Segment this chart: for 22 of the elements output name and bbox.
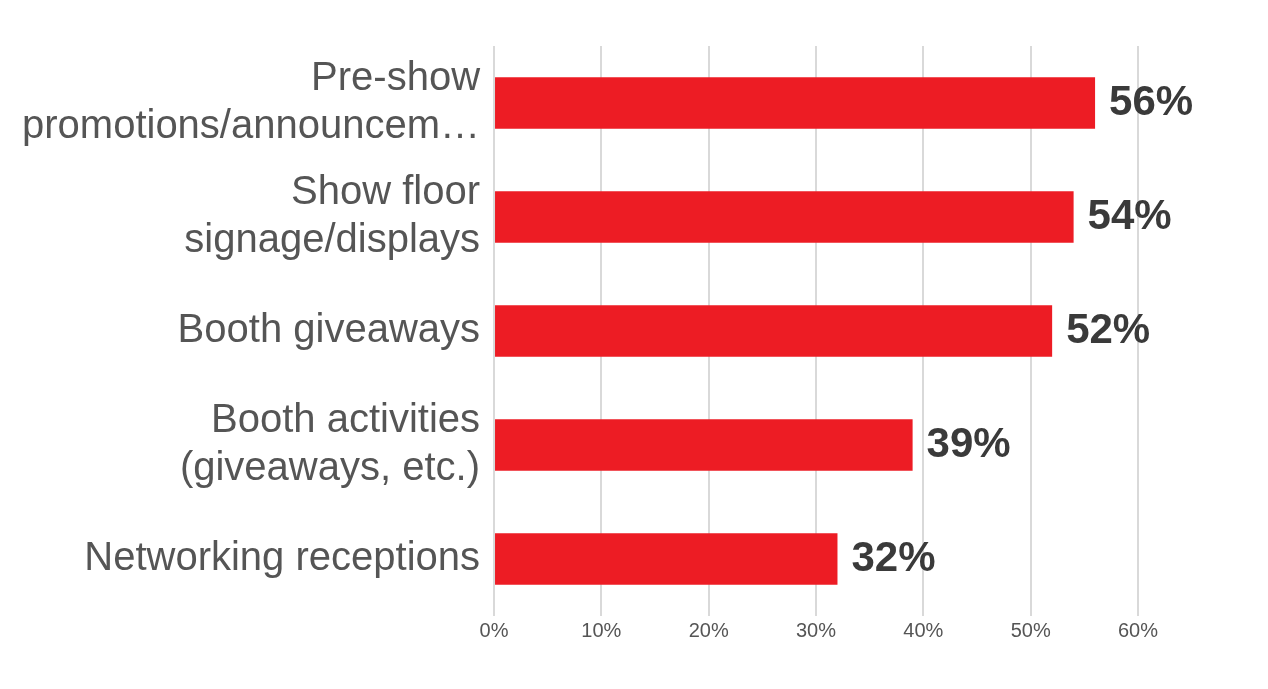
data-label: 39%	[926, 418, 1011, 466]
x-tick-label: 10%	[581, 618, 622, 641]
bar	[495, 191, 1074, 243]
x-tick-label: 0%	[479, 618, 509, 641]
x-tick-label: 30%	[796, 618, 837, 641]
x-tick-label: 60%	[1117, 618, 1159, 641]
bar	[495, 533, 838, 585]
data-label: 56%	[1109, 76, 1194, 124]
data-label: 54%	[1087, 190, 1172, 238]
bar	[495, 419, 913, 471]
bar	[495, 305, 1053, 357]
bar	[495, 77, 1096, 129]
y-tick-label: Networking receptions	[84, 534, 481, 579]
y-tick-label: Show floor signage/displays	[184, 168, 481, 261]
data-label: 52%	[1066, 304, 1151, 352]
y-tick-label: Booth giveaways	[177, 306, 481, 351]
y-tick-label: Pre-show promotions/announcem…	[22, 54, 481, 147]
y-tick-label: Booth activities (giveaways, etc.)	[179, 396, 481, 489]
data-label: 32%	[851, 532, 936, 580]
x-tick-label: 50%	[1010, 618, 1051, 641]
x-tick-label: 20%	[688, 618, 729, 641]
x-tick-label: 40%	[903, 618, 944, 641]
